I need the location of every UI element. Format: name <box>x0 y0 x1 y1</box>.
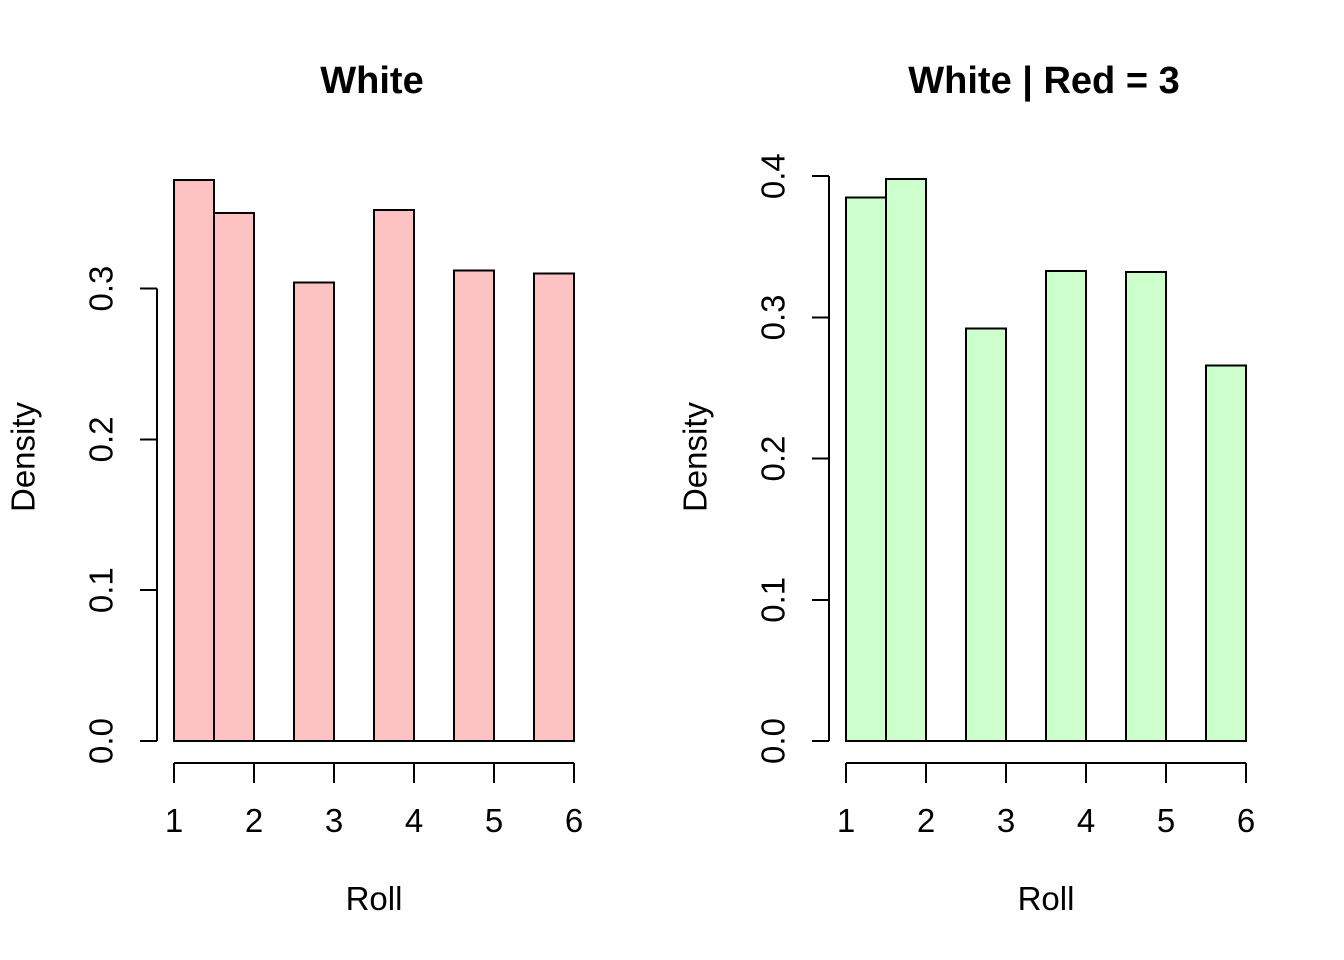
x-axis-label: Roll <box>346 880 403 917</box>
x-tick-label: 3 <box>997 802 1015 839</box>
histogram-bar <box>213 212 255 742</box>
histogram-bar <box>845 196 887 742</box>
x-tick-label: 6 <box>565 802 583 839</box>
panel-white-given-red-3: 0.0 0.1 0.2 0.3 0.4 1 2 3 4 5 6 <box>755 153 1256 839</box>
chart-title: White <box>320 60 423 102</box>
x-tick-label: 1 <box>837 802 855 839</box>
chart-title: White | Red = 3 <box>908 60 1179 102</box>
y-axis-label: Density <box>5 401 42 512</box>
x-tick-label: 6 <box>1237 802 1255 839</box>
x-tick-label: 1 <box>165 802 183 839</box>
histogram-bar <box>965 327 1007 742</box>
histogram-bar <box>293 281 335 742</box>
histogram-bar <box>173 179 215 743</box>
y-tick-label: 0.4 <box>755 153 792 199</box>
y-tick-label: 0.0 <box>755 718 792 764</box>
histogram-bar <box>1205 364 1247 742</box>
histogram-bar <box>885 178 927 743</box>
x-tick-label: 4 <box>1077 802 1095 839</box>
histogram-bar <box>373 209 415 742</box>
panel-white: 0.0 0.1 0.2 0.3 1 2 3 4 5 6 <box>83 179 583 839</box>
y-tick-label: 0.2 <box>755 436 792 482</box>
histogram-bar <box>533 272 575 742</box>
x-axis-label: Roll <box>1018 880 1075 917</box>
x-tick-label: 5 <box>485 802 503 839</box>
y-tick-label: 0.1 <box>755 577 792 623</box>
histogram-bar <box>453 269 495 742</box>
x-tick-label: 4 <box>405 802 423 839</box>
x-tick-label: 3 <box>325 802 343 839</box>
histogram-bar <box>1045 269 1087 742</box>
histogram-bar <box>1125 271 1167 742</box>
x-tick-label: 2 <box>245 802 263 839</box>
y-tick-label: 0.3 <box>755 294 792 340</box>
y-tick-label: 0.0 <box>83 718 120 764</box>
y-tick-label: 0.2 <box>83 416 120 462</box>
y-tick-label: 0.3 <box>83 266 120 312</box>
y-tick-label: 0.1 <box>83 567 120 613</box>
y-axis-label: Density <box>677 401 714 512</box>
x-tick-label: 2 <box>917 802 935 839</box>
x-tick-label: 5 <box>1157 802 1175 839</box>
